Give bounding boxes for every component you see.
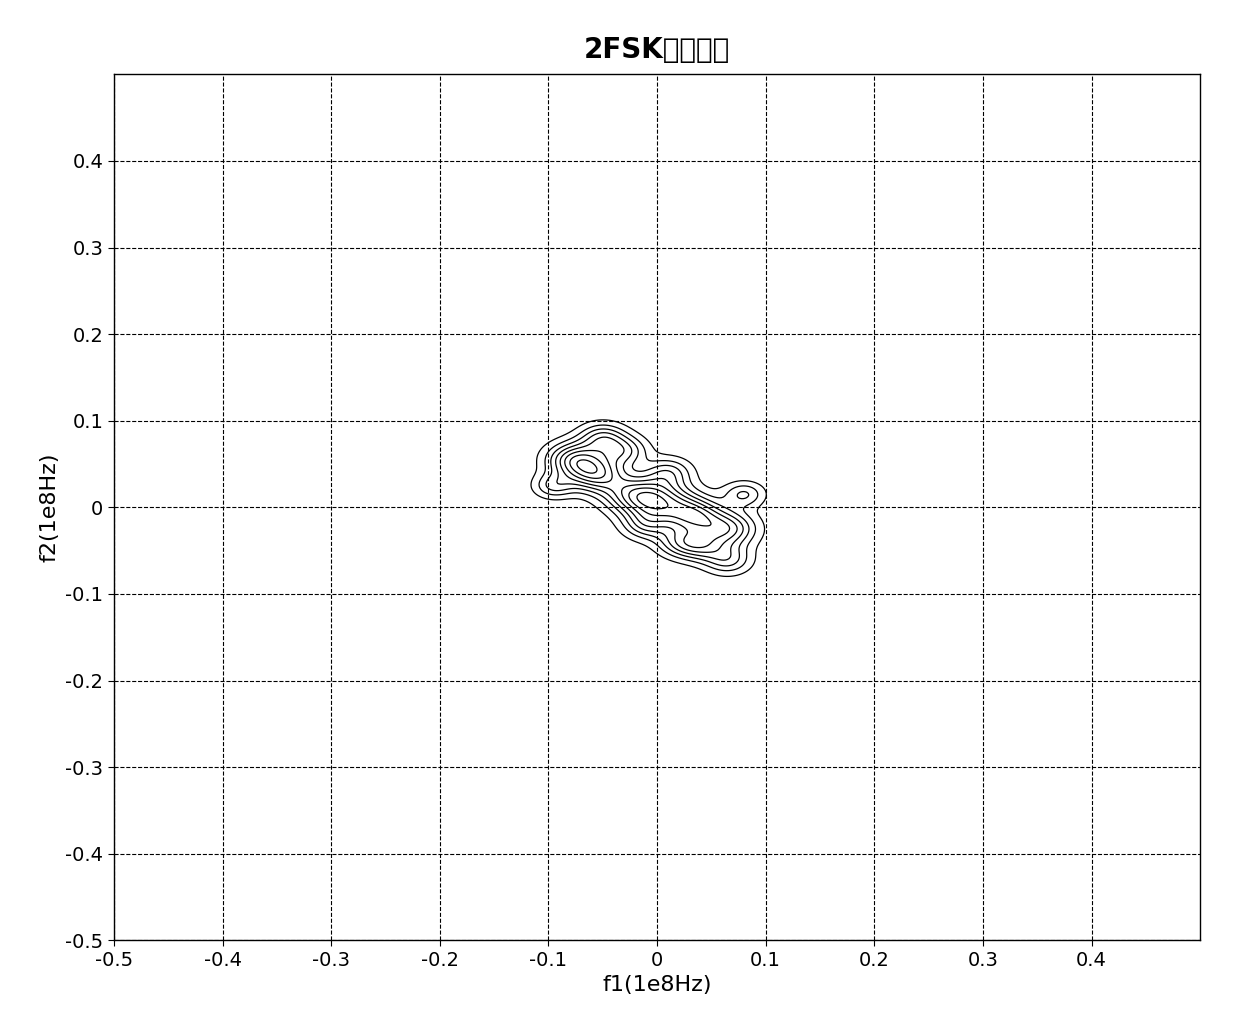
Title: 2FSK信号双谱: 2FSK信号双谱 [584,36,730,64]
X-axis label: f1(1e8Hz): f1(1e8Hz) [603,975,712,995]
Y-axis label: f2(1e8Hz): f2(1e8Hz) [40,453,60,562]
